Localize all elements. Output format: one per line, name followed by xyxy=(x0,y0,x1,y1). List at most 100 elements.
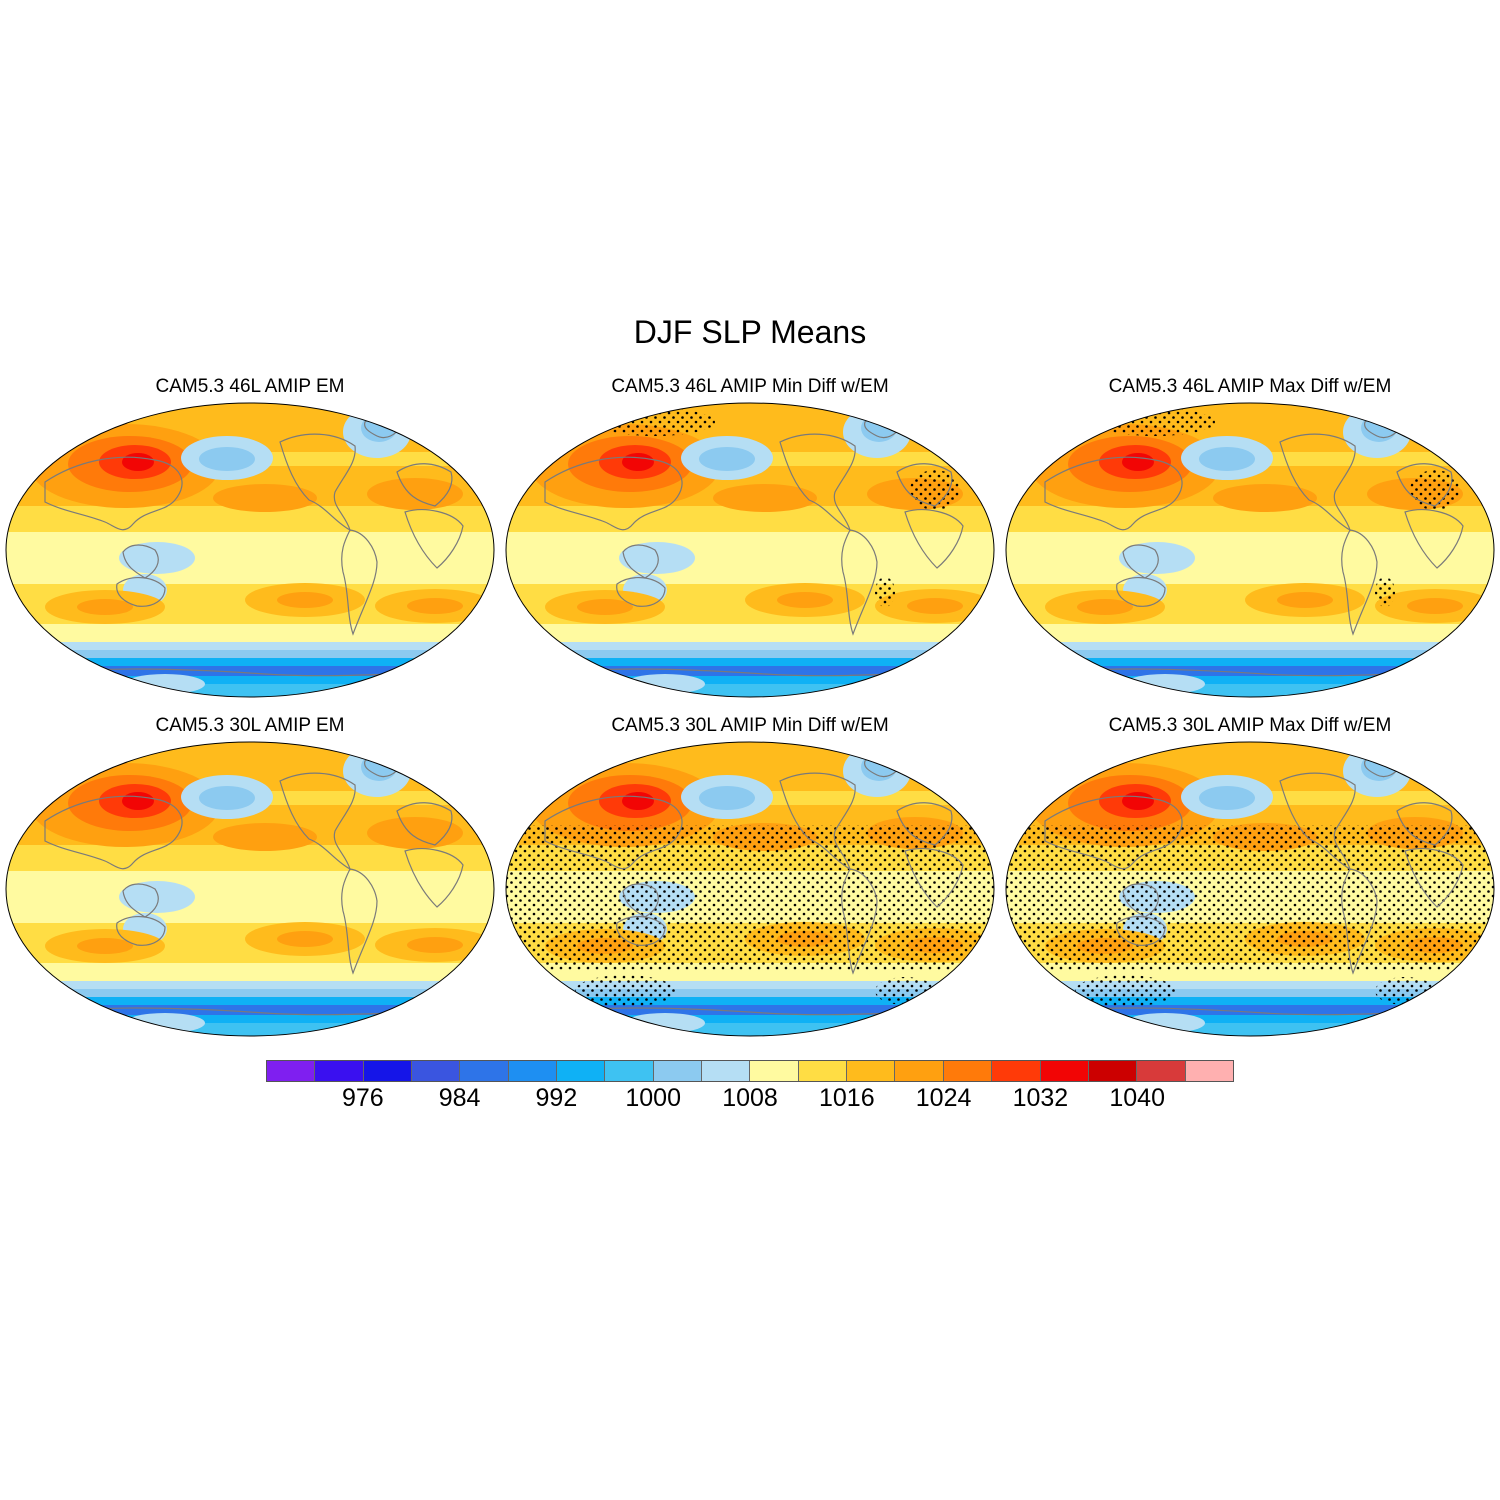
colorbar-swatch xyxy=(1137,1061,1186,1081)
map-border xyxy=(1005,741,1495,1037)
pressure-band xyxy=(1006,642,1494,650)
colorbar-swatch xyxy=(557,1061,606,1081)
panel-title-30l-max: CAM5.3 30L AMIP Max Diff w/EM xyxy=(1108,715,1392,736)
coastline xyxy=(896,463,953,507)
pressure-band xyxy=(6,963,494,981)
pressure-band xyxy=(506,642,994,650)
colorbar-swatch xyxy=(412,1061,461,1081)
colorbar-swatch xyxy=(363,1061,413,1081)
pressure-band xyxy=(506,989,994,997)
coastline xyxy=(544,795,683,870)
colorbar-label: 1032 xyxy=(1012,1084,1069,1112)
map-border xyxy=(5,402,495,698)
coastline xyxy=(904,509,964,569)
figure-title: DJF SLP Means xyxy=(633,314,867,350)
coastline xyxy=(1279,433,1356,532)
map-panel-46l-min xyxy=(505,402,995,698)
pressure-band xyxy=(6,666,494,676)
colorbar-swatch xyxy=(508,1061,558,1081)
coastline xyxy=(622,544,659,579)
coastline xyxy=(404,848,464,908)
pressure-band xyxy=(506,624,994,642)
colorbar xyxy=(266,1060,1234,1082)
map-border xyxy=(505,402,995,698)
coastline xyxy=(116,577,166,607)
colorbar-label: 1008 xyxy=(722,1084,778,1112)
coastline xyxy=(341,529,378,636)
colorbar-swatch xyxy=(943,1061,993,1081)
pressure-band xyxy=(1006,989,1494,997)
coastline xyxy=(341,868,378,975)
pressure-band xyxy=(1006,666,1494,676)
pressure-band xyxy=(6,989,494,997)
panel-title-30l-em: CAM5.3 30L AMIP EM xyxy=(155,715,345,736)
panel-title-46l-max: CAM5.3 46L AMIP Max Diff w/EM xyxy=(1108,376,1392,397)
pressure-band xyxy=(6,658,494,666)
colorbar-label: 984 xyxy=(438,1084,481,1112)
coastline xyxy=(396,802,453,846)
colorbar-label: 1016 xyxy=(818,1084,875,1112)
pressure-band xyxy=(6,871,494,923)
colorbar-swatch xyxy=(653,1061,703,1081)
coastline xyxy=(279,772,356,871)
pressure-band xyxy=(1006,532,1494,584)
pressure-band xyxy=(6,997,494,1005)
colorbar-swatch xyxy=(992,1061,1041,1081)
pressure-band xyxy=(1006,624,1494,642)
map-panel-46l-em xyxy=(5,402,495,698)
colorbar-swatch xyxy=(895,1061,944,1081)
coastline xyxy=(616,916,666,946)
colorbar-swatch xyxy=(798,1061,848,1081)
colorbar-swatch xyxy=(460,1061,509,1081)
colorbar-label: 976 xyxy=(341,1084,384,1112)
pressure-band xyxy=(6,532,494,584)
coastline xyxy=(1044,795,1183,870)
coastline xyxy=(122,883,159,918)
pressure-band xyxy=(506,666,994,676)
colorbar-swatch xyxy=(1088,1061,1138,1081)
coastline xyxy=(116,916,166,946)
map-border xyxy=(5,741,495,1037)
pressure-band xyxy=(6,642,494,650)
colorbar-label: 1000 xyxy=(625,1084,681,1112)
coastline xyxy=(1341,529,1378,636)
map-panel-30l-min xyxy=(505,741,995,1037)
colorbar-swatch xyxy=(847,1061,896,1081)
pressure-band xyxy=(6,624,494,642)
colorbar-label: 1040 xyxy=(1109,1084,1165,1112)
pressure-band xyxy=(6,650,494,658)
coastline xyxy=(1116,916,1166,946)
pressure-band xyxy=(6,1005,494,1015)
pressure-band xyxy=(1006,997,1494,1005)
coastline xyxy=(1116,577,1166,607)
coastline xyxy=(896,802,953,846)
panel-title-30l-min: CAM5.3 30L AMIP Min Diff w/EM xyxy=(611,715,889,736)
panel-title-46l-min: CAM5.3 46L AMIP Min Diff w/EM xyxy=(611,376,889,397)
pressure-band xyxy=(506,981,994,989)
coastline xyxy=(44,456,183,531)
coastline xyxy=(904,848,964,908)
pressure-band xyxy=(1006,981,1494,989)
colorbar-swatch xyxy=(750,1061,799,1081)
pressure-band xyxy=(506,997,994,1005)
coastline xyxy=(841,868,878,975)
pressure-band xyxy=(1006,658,1494,666)
coastline xyxy=(616,577,666,607)
pressure-band xyxy=(1006,1005,1494,1015)
map-border xyxy=(505,741,995,1037)
pressure-band xyxy=(1006,650,1494,658)
coastline xyxy=(1396,463,1453,507)
coastline xyxy=(1404,509,1464,569)
colorbar-swatch xyxy=(267,1061,316,1081)
map-panel-30l-em xyxy=(5,741,495,1037)
pressure-band xyxy=(506,650,994,658)
coastline xyxy=(622,883,659,918)
panel-title-46l-em: CAM5.3 46L AMIP EM xyxy=(155,376,345,397)
coastline xyxy=(396,463,453,507)
pressure-band xyxy=(506,658,994,666)
pressure-band xyxy=(506,1005,994,1015)
coastline xyxy=(404,509,464,569)
map-border xyxy=(1005,402,1495,698)
coastline xyxy=(122,544,159,579)
